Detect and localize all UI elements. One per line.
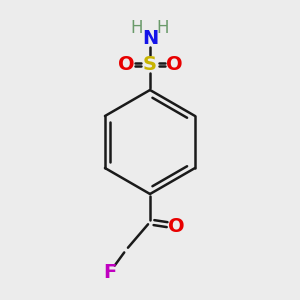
Text: O: O [166, 55, 182, 74]
Text: O: O [168, 217, 184, 236]
Text: H: H [131, 19, 143, 37]
Text: F: F [103, 262, 117, 281]
Text: O: O [118, 55, 134, 74]
Text: S: S [143, 55, 157, 74]
Text: H: H [157, 19, 169, 37]
Text: N: N [142, 28, 158, 47]
